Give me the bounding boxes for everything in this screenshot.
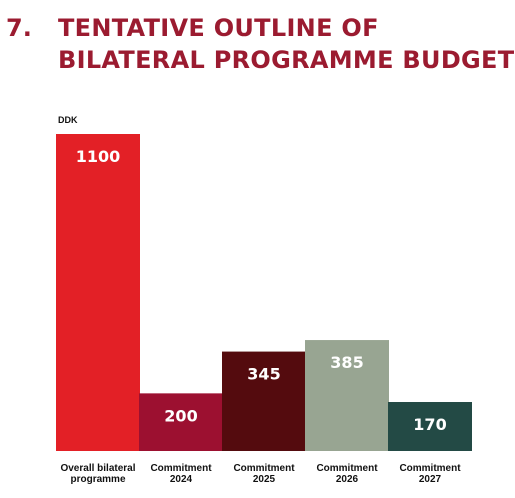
category-label-1-0: Commitment <box>150 463 212 474</box>
category-label-0-1: programme <box>70 474 125 485</box>
unit-label: DDK <box>58 115 78 125</box>
section-number: 7. <box>6 14 32 42</box>
bar-3 <box>305 340 389 451</box>
chart-title-line2: BILATERAL PROGRAMME BUDGET <box>58 46 515 74</box>
bar-4 <box>388 402 472 451</box>
bar-1 <box>139 393 223 451</box>
category-label-0-0: Overall bilateral <box>60 463 135 474</box>
category-label-3-0: Commitment <box>316 463 378 474</box>
bar-2 <box>222 351 306 451</box>
bar-0 <box>56 134 140 451</box>
category-label-4-0: Commitment <box>399 463 461 474</box>
data-label-1: 200 <box>164 406 197 425</box>
category-label-2-1: 2025 <box>253 474 276 485</box>
category-label-2-0: Commitment <box>233 463 295 474</box>
chart-heading: 7. TENTATIVE OUTLINE OF BILATERAL PROGRA… <box>6 12 514 76</box>
data-label-0: 1100 <box>76 147 121 166</box>
chart-title-line1: TENTATIVE OUTLINE OF <box>58 14 379 42</box>
category-label-3-1: 2026 <box>336 474 359 485</box>
category-label-1-1: 2024 <box>170 474 193 485</box>
data-label-2: 345 <box>247 365 280 384</box>
category-label-4-1: 2027 <box>419 474 442 485</box>
data-label-3: 385 <box>330 353 363 372</box>
data-label-4: 170 <box>413 415 446 434</box>
title-block: TENTATIVE OUTLINE OF BILATERAL PROGRAMME… <box>58 12 514 76</box>
